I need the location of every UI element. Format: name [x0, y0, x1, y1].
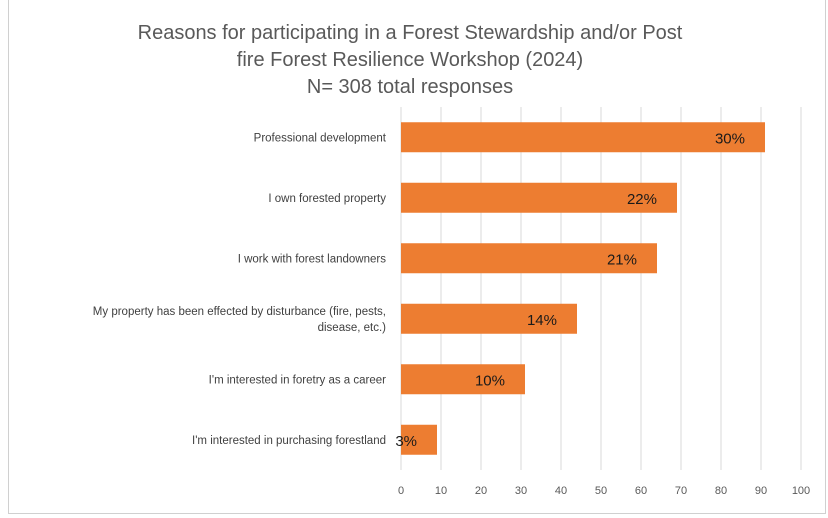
x-tick-label: 50	[595, 485, 607, 497]
data-label: 30%	[715, 130, 745, 147]
bars	[401, 122, 765, 455]
data-labels: 30% 22% 21% 14% 10% 3%	[395, 130, 745, 450]
data-label: 21%	[607, 251, 637, 268]
bar	[401, 364, 525, 395]
chart-title-line-3: N= 308 total responses	[306, 76, 514, 98]
category-label: I'm interested in foretry as a career	[209, 374, 386, 386]
chart-title: Reasons for participating in a Forest St…	[60, 20, 760, 101]
x-tick-label: 40	[555, 485, 567, 497]
category-labels: Professional development I own forested p…	[93, 132, 387, 447]
x-tick-labels: 0 10 20 30 40 50 60 70 80 90 100	[398, 485, 810, 497]
bar	[401, 243, 657, 274]
category-label: My property has been effected by disturb…	[93, 306, 386, 318]
x-tick-label: 30	[515, 485, 527, 497]
bar	[401, 424, 437, 455]
x-tick-label: 70	[675, 485, 687, 497]
x-tick-label: 20	[475, 485, 487, 497]
category-label: I own forested property	[268, 193, 386, 205]
bar	[401, 122, 765, 153]
bar	[401, 182, 677, 213]
x-tick-label: 80	[715, 485, 727, 497]
data-label: 3%	[395, 433, 417, 450]
category-label: Professional development	[254, 132, 387, 144]
category-label: I'm interested in purchasing forestland	[192, 435, 386, 447]
x-tick-label: 60	[635, 485, 647, 497]
category-label: I work with forest landowners	[238, 253, 387, 265]
data-label: 14%	[527, 312, 557, 329]
gridlines	[400, 107, 802, 470]
x-tick-label: 100	[792, 485, 810, 497]
x-tick-label: 10	[435, 485, 447, 497]
x-tick-label: 0	[398, 485, 404, 497]
bar	[401, 303, 577, 334]
chart-title-line-2: fire Forest Resilience Workshop (2024)	[236, 49, 584, 71]
chart-title-line-1: Reasons for participating in a Forest St…	[137, 22, 683, 44]
chart-frame	[8, 0, 826, 514]
x-tick-label: 90	[755, 485, 767, 497]
data-label: 10%	[475, 372, 505, 389]
category-label: disease, etc.)	[318, 322, 387, 334]
data-label: 22%	[627, 191, 657, 208]
